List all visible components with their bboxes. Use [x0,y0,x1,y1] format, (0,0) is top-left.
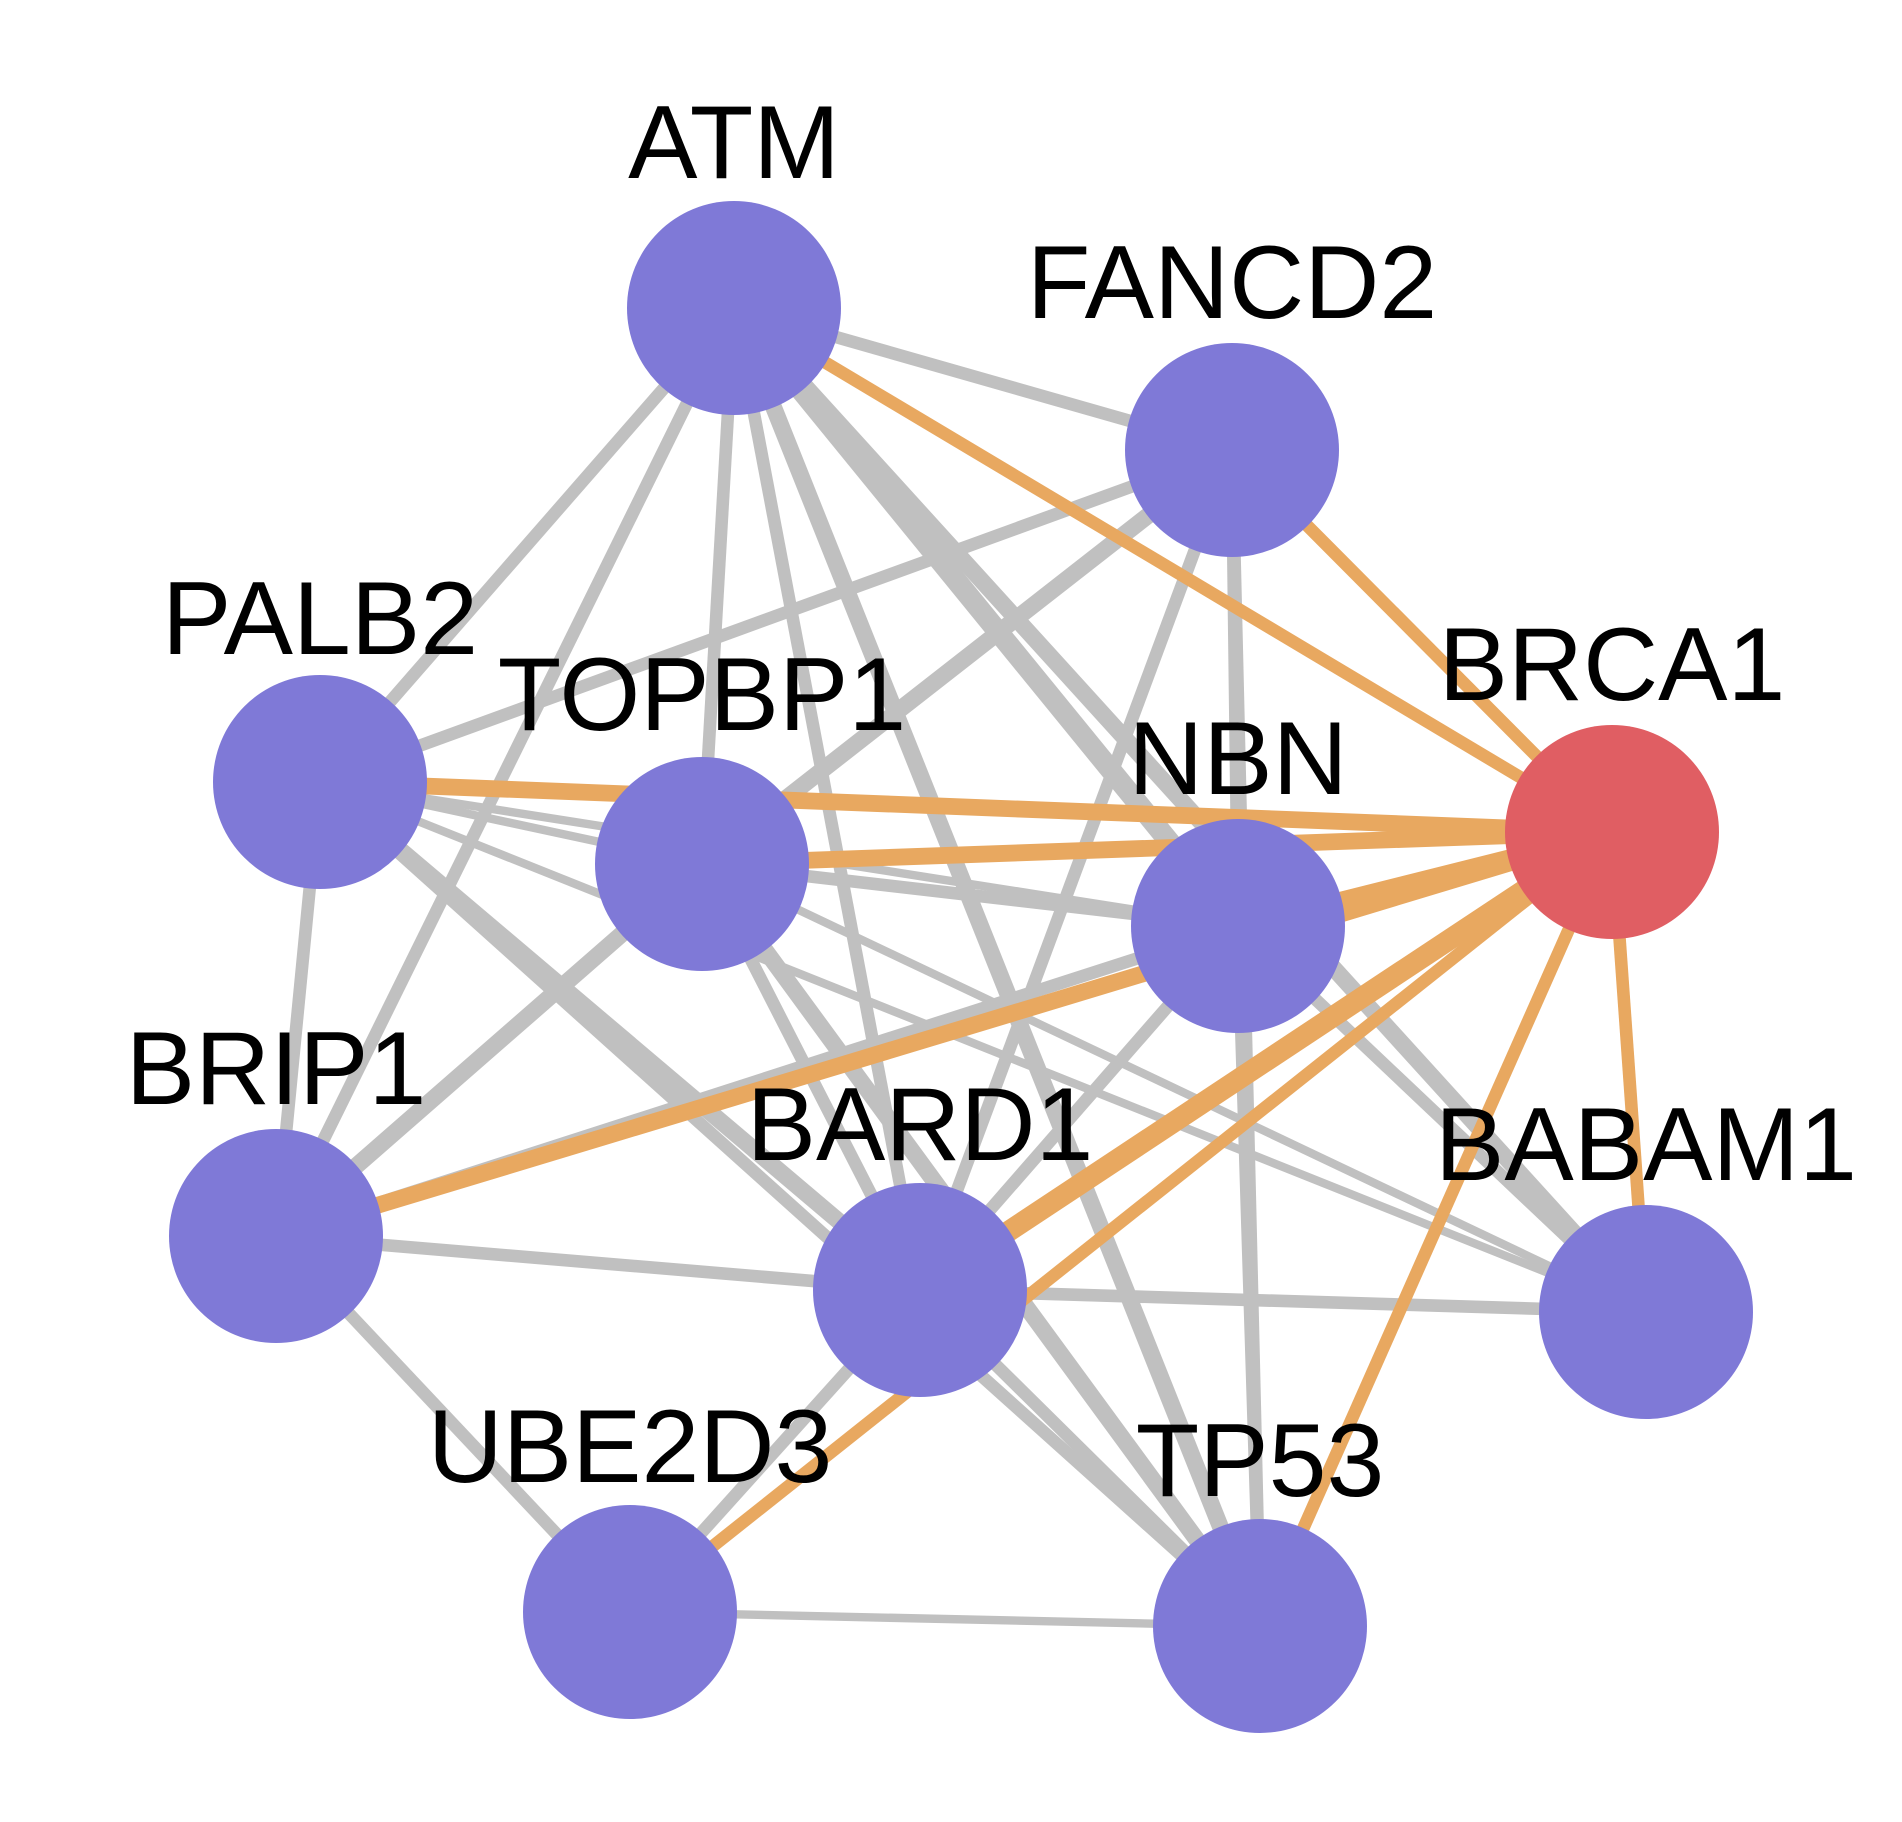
edge-bard1-babam1 [919,1283,1647,1319]
node-label-brip1: BRIP1 [126,1011,427,1127]
edge-atm-tp53 [726,304,1268,1630]
node-topbp1 [595,757,809,971]
node-babam1 [1539,1205,1753,1419]
edge-fancd2-palb2 [317,444,1235,788]
edge-atm-brip1 [270,305,740,1239]
edge-palb2-babam1 [318,778,1648,1316]
node-label-fancd2: FANCD2 [1027,225,1437,341]
node-label-ube2d3: UBE2D3 [428,1389,833,1505]
node-label-babam1: BABAM1 [1435,1087,1857,1203]
node-fancd2 [1125,343,1339,557]
node-brca1 [1505,725,1719,939]
node-label-tp53: TP53 [1136,1403,1385,1519]
node-label-palb2: PALB2 [162,561,478,677]
edge-nbn-tp53 [1231,925,1267,1627]
node-label-topbp1: TOPBP1 [498,637,906,753]
edge-topbp1-brca1 [701,823,1613,873]
edge-bard1-brca1 [914,823,1618,1299]
node-label-bard1: BARD1 [747,1067,1094,1183]
node-nbn [1131,819,1345,1033]
edge-brip1-brca1 [273,823,1615,1245]
node-palb2 [213,675,427,889]
node-atm [627,201,841,415]
edge-brip1-bard1 [275,1229,921,1297]
node-bard1 [813,1183,1027,1397]
edge-ube2d3-brca1 [626,827,1616,1617]
node-label-atm: ATM [628,85,840,201]
node-ube2d3 [523,1505,737,1719]
edge-topbp1-babam1 [700,860,1648,1316]
edge-palb2-tp53 [315,777,1265,1631]
edge-palb2-brca1 [319,773,1613,841]
nodes-layer [169,201,1753,1733]
edge-fancd2-bard1 [914,447,1238,1293]
node-label-nbn: NBN [1128,701,1348,817]
edge-tp53-brca1 [1254,829,1618,1629]
node-tp53 [1153,1519,1367,1733]
node-brip1 [169,1129,383,1343]
edge-atm-brca1 [730,302,1616,838]
node-label-brca1: BRCA1 [1439,607,1786,723]
